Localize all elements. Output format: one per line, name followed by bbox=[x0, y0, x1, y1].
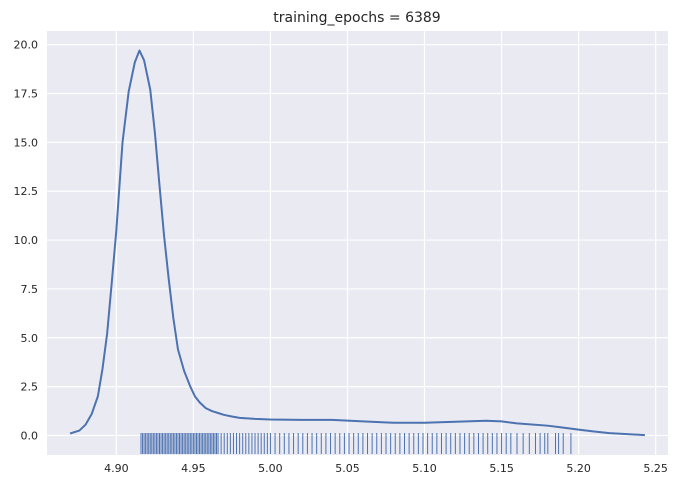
y-tick-label: 10.0 bbox=[14, 234, 39, 247]
y-tick-label: 7.5 bbox=[21, 283, 39, 296]
x-axis-ticks: 4.90 4.95 5.00 5.05 5.10 5.15 5.20 5.25 bbox=[104, 462, 668, 475]
y-tick-label: 20.0 bbox=[14, 39, 39, 52]
rug-marks bbox=[140, 433, 572, 454]
y-tick-label: 5.0 bbox=[21, 332, 39, 345]
x-tick-label: 5.05 bbox=[335, 462, 360, 475]
grid-lines bbox=[47, 31, 668, 455]
y-axis-ticks: 0.0 2.5 5.0 7.5 10.0 12.5 15.0 17.5 20.0 bbox=[14, 39, 39, 443]
y-tick-label: 2.5 bbox=[21, 381, 39, 394]
x-tick-label: 5.10 bbox=[412, 462, 437, 475]
plot-area bbox=[47, 31, 668, 455]
x-tick-label: 4.95 bbox=[181, 462, 206, 475]
x-tick-label: 5.25 bbox=[643, 462, 668, 475]
y-tick-label: 15.0 bbox=[14, 136, 39, 149]
y-tick-label: 12.5 bbox=[14, 185, 39, 198]
x-tick-label: 5.00 bbox=[258, 462, 283, 475]
kde-curve bbox=[69, 49, 645, 437]
x-tick-label: 5.15 bbox=[489, 462, 514, 475]
y-tick-label: 17.5 bbox=[14, 88, 39, 101]
x-tick-label: 4.90 bbox=[104, 462, 129, 475]
y-tick-label: 0.0 bbox=[21, 429, 39, 442]
x-tick-label: 5.20 bbox=[566, 462, 591, 475]
chart-title: training_epochs = 6389 bbox=[273, 10, 440, 26]
